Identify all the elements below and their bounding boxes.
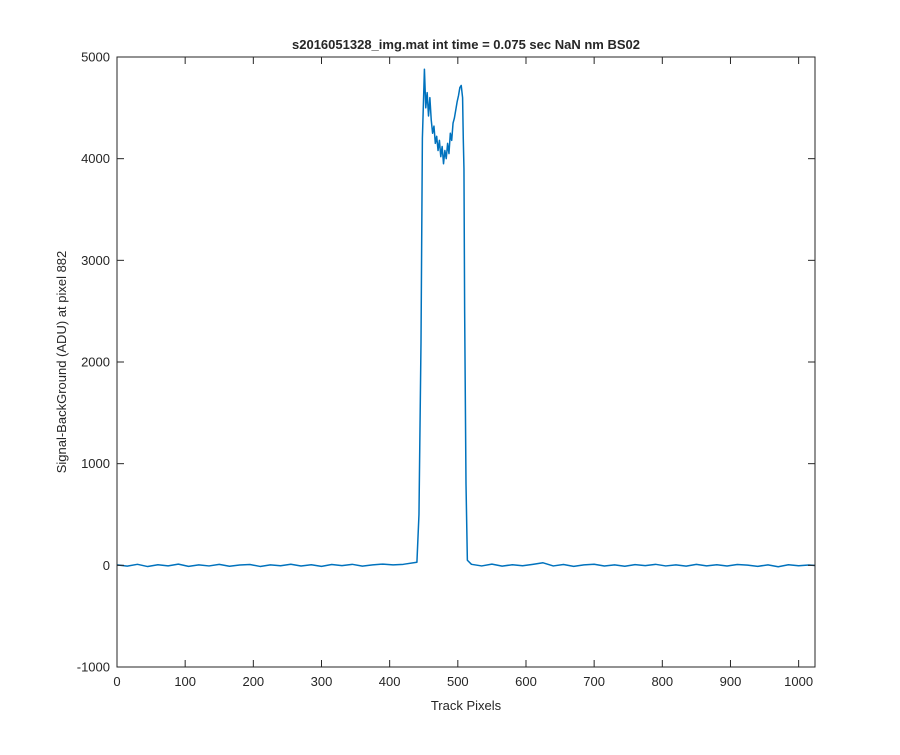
plot-box	[116, 56, 816, 668]
y-tick-label: 1000	[81, 456, 110, 471]
y-tick-label: 3000	[81, 253, 110, 268]
x-tick-label: 1000	[784, 674, 813, 689]
y-tick-label: 2000	[81, 355, 110, 370]
x-tick-label: 900	[720, 674, 742, 689]
x-axis-label: Track Pixels	[431, 698, 502, 713]
x-tick-label: 500	[447, 674, 469, 689]
chart-title: s2016051328_img.mat int time = 0.075 sec…	[292, 37, 640, 52]
y-tick-label: 4000	[81, 151, 110, 166]
x-tick-label: 200	[242, 674, 264, 689]
plot-background	[117, 57, 815, 667]
y-tick-label: 0	[103, 558, 110, 573]
series-line-1	[116, 68, 816, 568]
x-tick-label: 0	[113, 674, 120, 689]
x-tick-label: 300	[311, 674, 333, 689]
x-tick-label: 700	[583, 674, 605, 689]
y-tick-label: -1000	[77, 660, 110, 675]
x-tick-label: 600	[515, 674, 537, 689]
x-tick-label: 400	[379, 674, 401, 689]
y-axis-label: Signal-BackGround (ADU) at pixel 882	[54, 251, 69, 474]
y-tick-label: 5000	[81, 50, 110, 65]
tick-layer: 0 100 200 300 400 500 600 700 800 900 1000-1000010…	[77, 50, 815, 689]
x-tick-label: 800	[651, 674, 673, 689]
x-tick-label: 100	[174, 674, 196, 689]
series-layer	[116, 68, 816, 568]
